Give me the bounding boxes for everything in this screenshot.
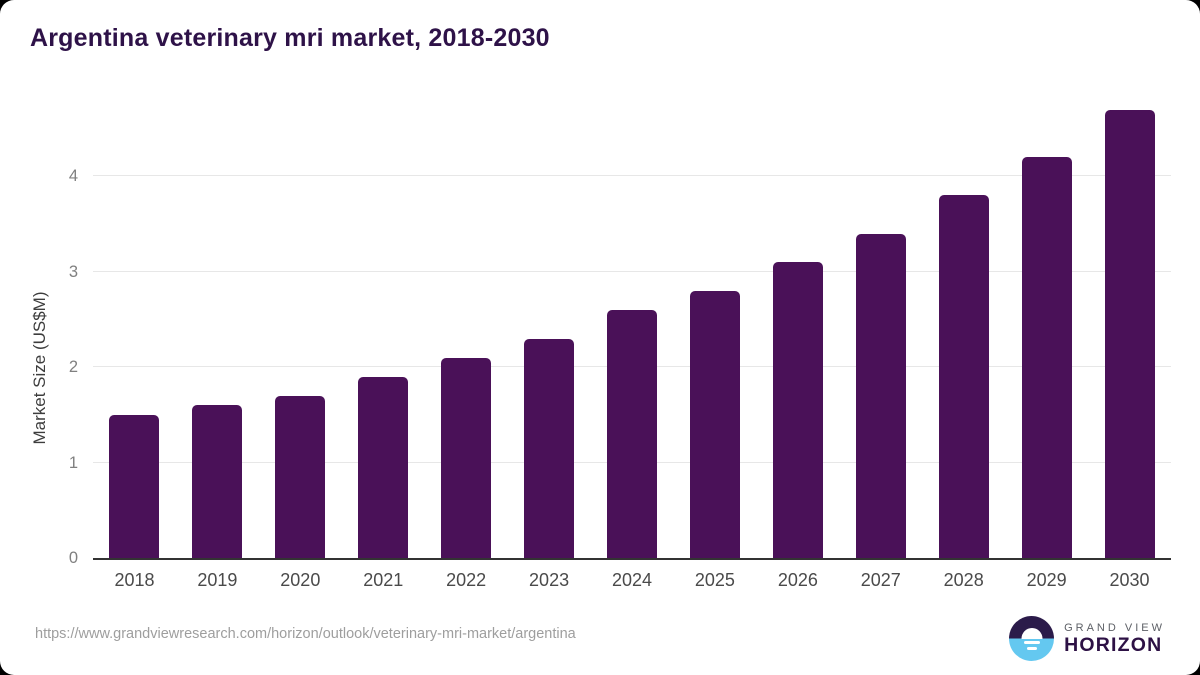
x-tick-label-2020: 2020 xyxy=(280,570,321,590)
gridline-4 xyxy=(93,175,1171,177)
bar-slot-2026 xyxy=(756,262,839,558)
y-axis-tick-labels: 0 1 2 3 4 xyxy=(30,100,78,567)
bar-slot-2021 xyxy=(342,376,425,558)
bar-slot-2018 xyxy=(93,414,176,558)
bar-slot-2028 xyxy=(922,195,1005,558)
bar-2026[interactable] xyxy=(772,262,823,558)
source-url: https://www.grandviewresearch.com/horizo… xyxy=(35,626,576,642)
bar-2024[interactable] xyxy=(606,309,657,558)
logo-product-name: HORIZON xyxy=(1064,633,1163,656)
logo-text: GRAND VIEW HORIZON xyxy=(1064,622,1165,656)
x-tick-label-2029: 2029 xyxy=(1026,570,1067,590)
x-axis-tick-labels: 2018 2019 2020 2021 2022 2023 2024 2025 2026 2027… xyxy=(93,570,1171,591)
y-tick-label-4: 4 xyxy=(68,167,78,186)
chart-title: Argentina veterinary mri market, 2018-20… xyxy=(30,24,550,52)
gridline-3 xyxy=(93,270,1171,272)
bar-slot-2024 xyxy=(591,309,674,558)
bar-2025[interactable] xyxy=(689,290,740,558)
bar-2029[interactable] xyxy=(1021,157,1072,558)
bar-slot-2029 xyxy=(1005,157,1088,558)
bar-slot-2027 xyxy=(839,233,922,558)
bar-2019[interactable] xyxy=(192,405,243,558)
x-tick-label-2026: 2026 xyxy=(777,570,818,590)
sun-shape xyxy=(1021,628,1043,639)
y-tick-label-1: 1 xyxy=(68,453,78,472)
x-tick-label-2028: 2028 xyxy=(943,570,984,590)
bar-2027[interactable] xyxy=(855,233,906,558)
x-tick-label-2018: 2018 xyxy=(114,570,155,590)
bar-slot-2022 xyxy=(425,357,508,558)
x-tick-label-2025: 2025 xyxy=(694,570,735,590)
bar-2028[interactable] xyxy=(938,195,989,558)
grand-view-horizon-logo: GRAND VIEW HORIZON xyxy=(1009,616,1165,661)
x-tick-label-2023: 2023 xyxy=(529,570,570,590)
bar-slot-2019 xyxy=(176,405,259,558)
reflection-stripe xyxy=(1026,646,1037,650)
logo-brand-name: GRAND VIEW xyxy=(1064,621,1165,634)
x-tick-label-2021: 2021 xyxy=(363,570,404,590)
bar-2018[interactable] xyxy=(109,414,160,558)
x-tick-label-2024: 2024 xyxy=(611,570,653,590)
y-tick-label-2: 2 xyxy=(68,358,78,377)
bar-slot-2025 xyxy=(673,290,756,558)
horizon-sunset-icon xyxy=(1009,616,1055,661)
bar-slot-2023 xyxy=(508,338,591,558)
bar-2023[interactable] xyxy=(524,338,575,558)
bar-2022[interactable] xyxy=(441,357,492,558)
y-tick-label-3: 3 xyxy=(68,262,78,281)
y-tick-label-0: 0 xyxy=(68,549,78,567)
bars-row xyxy=(93,100,1171,558)
x-tick-label-2022: 2022 xyxy=(446,570,487,590)
bar-2020[interactable] xyxy=(275,395,326,558)
bar-2021[interactable] xyxy=(358,376,409,558)
x-tick-label-2027: 2027 xyxy=(860,570,901,590)
plot-area xyxy=(93,100,1171,560)
bar-slot-2030 xyxy=(1088,109,1171,558)
bar-slot-2020 xyxy=(259,395,342,558)
x-tick-label-2030: 2030 xyxy=(1109,570,1150,590)
x-tick-label-2019: 2019 xyxy=(197,570,238,590)
bar-2030[interactable] xyxy=(1104,109,1155,558)
reflection-stripe xyxy=(1023,641,1040,644)
